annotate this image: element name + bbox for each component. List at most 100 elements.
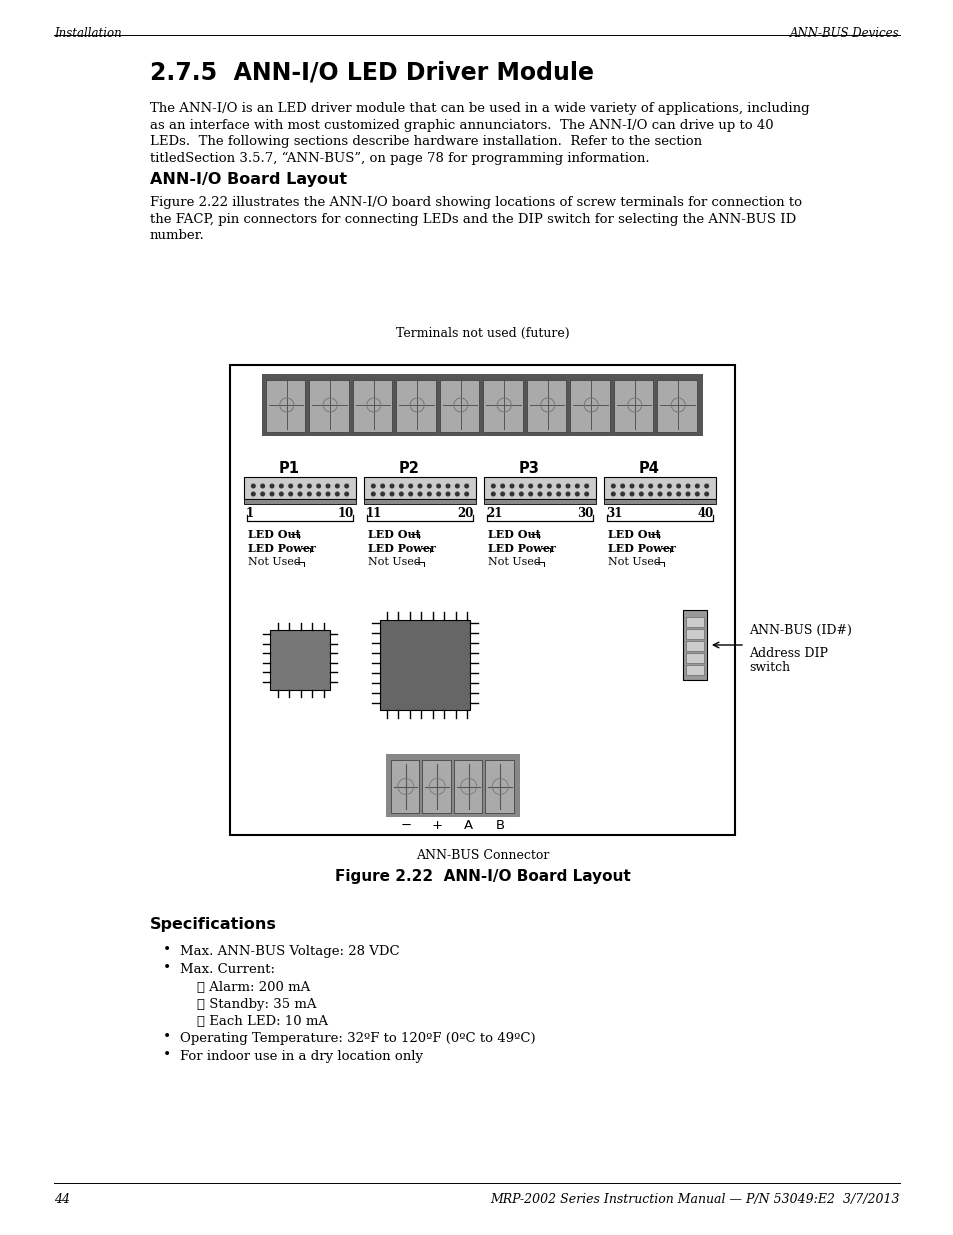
- Circle shape: [557, 493, 559, 495]
- Circle shape: [446, 493, 449, 495]
- Circle shape: [491, 493, 495, 495]
- Bar: [657, 380, 697, 432]
- Circle shape: [667, 484, 670, 488]
- Text: +: +: [432, 819, 442, 832]
- Text: ✓ Alarm: 200 mA: ✓ Alarm: 200 mA: [196, 981, 310, 994]
- Circle shape: [344, 493, 348, 495]
- Text: Figure 2.22 illustrates the ANN-I/O board showing locations of screw terminals f: Figure 2.22 illustrates the ANN-I/O boar…: [150, 196, 801, 209]
- Text: 30: 30: [577, 508, 594, 520]
- Circle shape: [547, 484, 551, 488]
- Bar: [485, 760, 514, 813]
- Text: ANN-BUS (ID#): ANN-BUS (ID#): [748, 624, 851, 637]
- Text: the FACP, pin connectors for connecting LEDs and the DIP switch for selecting th: the FACP, pin connectors for connecting …: [150, 212, 796, 226]
- Text: 2.7.5  ANN-I/O LED Driver Module: 2.7.5 ANN-I/O LED Driver Module: [150, 61, 594, 84]
- Text: For indoor use in a dry location only: For indoor use in a dry location only: [180, 1050, 422, 1063]
- Circle shape: [289, 493, 293, 495]
- Circle shape: [704, 493, 708, 495]
- Text: Terminals not used (future): Terminals not used (future): [395, 327, 569, 340]
- Circle shape: [252, 484, 254, 488]
- Circle shape: [491, 484, 495, 488]
- Circle shape: [695, 484, 699, 488]
- Circle shape: [630, 493, 633, 495]
- Circle shape: [510, 484, 514, 488]
- Text: MRP-2002 Series Instruction Manual — P/N 53049:E2  3/7/2013: MRP-2002 Series Instruction Manual — P/N…: [490, 1193, 899, 1207]
- Text: •: •: [163, 1049, 172, 1062]
- Circle shape: [371, 484, 375, 488]
- Text: Operating Temperature: 32ºF to 120ºF (0ºC to 49ºC): Operating Temperature: 32ºF to 120ºF (0º…: [180, 1032, 535, 1045]
- Circle shape: [380, 484, 384, 488]
- Text: LED Power: LED Power: [368, 543, 436, 555]
- Circle shape: [270, 484, 274, 488]
- Circle shape: [695, 493, 699, 495]
- Circle shape: [704, 484, 708, 488]
- Text: ✓ Each LED: 10 mA: ✓ Each LED: 10 mA: [196, 1015, 328, 1028]
- Bar: [396, 380, 436, 432]
- Bar: [244, 477, 355, 499]
- Circle shape: [307, 484, 311, 488]
- Bar: [685, 618, 703, 627]
- Bar: [682, 610, 706, 680]
- Circle shape: [648, 484, 652, 488]
- Text: Address DIP: Address DIP: [748, 647, 827, 659]
- Text: Installation: Installation: [54, 27, 122, 40]
- Circle shape: [699, 799, 720, 821]
- Text: Max. ANN-BUS Voltage: 28 VDC: Max. ANN-BUS Voltage: 28 VDC: [180, 945, 399, 958]
- Circle shape: [326, 484, 330, 488]
- Bar: [309, 380, 349, 432]
- Bar: [483, 380, 522, 432]
- Circle shape: [409, 484, 412, 488]
- Text: ANN-BUS Devices: ANN-BUS Devices: [789, 27, 899, 40]
- Circle shape: [557, 484, 559, 488]
- Text: 40: 40: [697, 508, 713, 520]
- Text: ✓ Standby: 35 mA: ✓ Standby: 35 mA: [196, 998, 316, 1011]
- Circle shape: [326, 493, 330, 495]
- Text: LED Power: LED Power: [488, 543, 556, 555]
- Circle shape: [685, 493, 689, 495]
- Bar: [230, 366, 734, 835]
- Circle shape: [436, 493, 440, 495]
- Circle shape: [260, 493, 264, 495]
- Circle shape: [417, 493, 421, 495]
- Text: Max. Current:: Max. Current:: [180, 963, 274, 976]
- Circle shape: [399, 493, 403, 495]
- Bar: [685, 641, 703, 651]
- Circle shape: [500, 484, 504, 488]
- Bar: [364, 499, 476, 504]
- Circle shape: [528, 493, 532, 495]
- Bar: [422, 760, 451, 813]
- Circle shape: [528, 484, 532, 488]
- Text: LED Power: LED Power: [248, 543, 315, 555]
- Text: P4: P4: [638, 461, 659, 475]
- Text: •: •: [163, 961, 172, 974]
- Text: ANN-BUS Connector: ANN-BUS Connector: [416, 848, 549, 862]
- Circle shape: [464, 493, 468, 495]
- Text: ANN-I/O Board Layout: ANN-I/O Board Layout: [150, 172, 347, 186]
- Text: LED Out: LED Out: [607, 529, 660, 540]
- Text: 11: 11: [366, 508, 382, 520]
- Bar: [391, 760, 419, 813]
- Text: A: A: [464, 819, 473, 832]
- Bar: [262, 374, 702, 436]
- Circle shape: [547, 493, 551, 495]
- Circle shape: [390, 484, 394, 488]
- Circle shape: [537, 484, 541, 488]
- Circle shape: [685, 484, 689, 488]
- Circle shape: [289, 484, 293, 488]
- Text: •: •: [163, 1030, 172, 1044]
- Bar: [603, 477, 716, 499]
- Bar: [244, 499, 355, 504]
- Text: LEDs.  The following sections describe hardware installation.  Refer to the sect: LEDs. The following sections describe ha…: [150, 135, 701, 148]
- Circle shape: [648, 493, 652, 495]
- Bar: [685, 653, 703, 663]
- Circle shape: [677, 493, 679, 495]
- Circle shape: [344, 484, 348, 488]
- Circle shape: [575, 493, 578, 495]
- Circle shape: [307, 493, 311, 495]
- Circle shape: [335, 493, 338, 495]
- Circle shape: [575, 484, 578, 488]
- Bar: [270, 630, 330, 690]
- Circle shape: [298, 484, 301, 488]
- Circle shape: [584, 484, 588, 488]
- Text: −: −: [399, 819, 411, 832]
- Bar: [483, 477, 596, 499]
